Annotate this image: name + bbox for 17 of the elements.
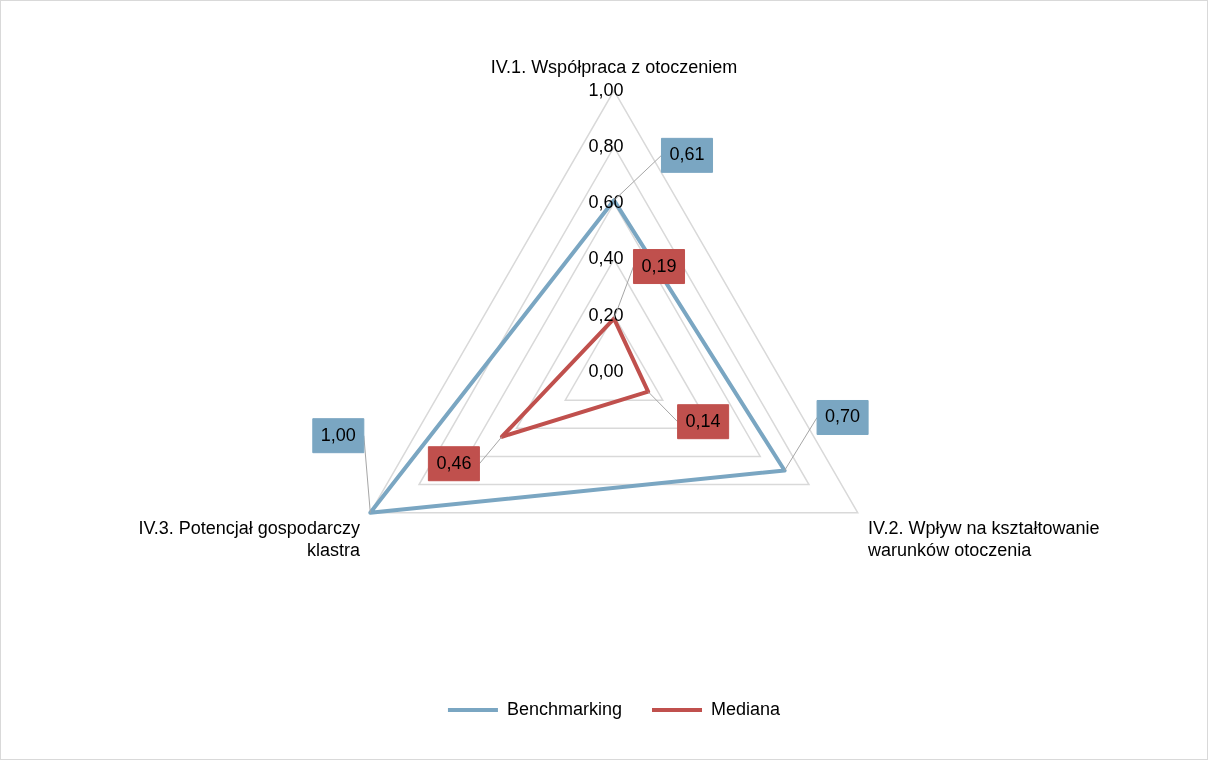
data-label: 1,00 xyxy=(320,424,356,445)
data-label: 0,19 xyxy=(641,255,677,276)
y-tick-label: 0,00 xyxy=(588,360,624,381)
spoke-label: IV.1. Współpraca z otoczeniem xyxy=(490,56,738,77)
y-tick-label: 0,20 xyxy=(588,304,624,325)
spoke-label: IV.3. Potencjał gospodarczy klastra xyxy=(138,518,361,561)
data-label: 0,46 xyxy=(436,452,472,473)
y-tick-label: 0,60 xyxy=(588,192,624,213)
y-tick-label: 0,40 xyxy=(588,248,624,269)
y-tick-label: 0,80 xyxy=(588,135,624,156)
legend-label: Benchmarking xyxy=(506,698,623,719)
legend-label: Mediana xyxy=(711,698,782,719)
spoke-label: IV.2. Wpływ na kształtowanie warunków otoczenia xyxy=(867,518,1100,561)
y-tick-label: 1,00 xyxy=(588,79,624,100)
data-label: 0,70 xyxy=(825,406,861,427)
data-label: 0,14 xyxy=(685,410,721,431)
data-label: 0,61 xyxy=(669,144,705,165)
